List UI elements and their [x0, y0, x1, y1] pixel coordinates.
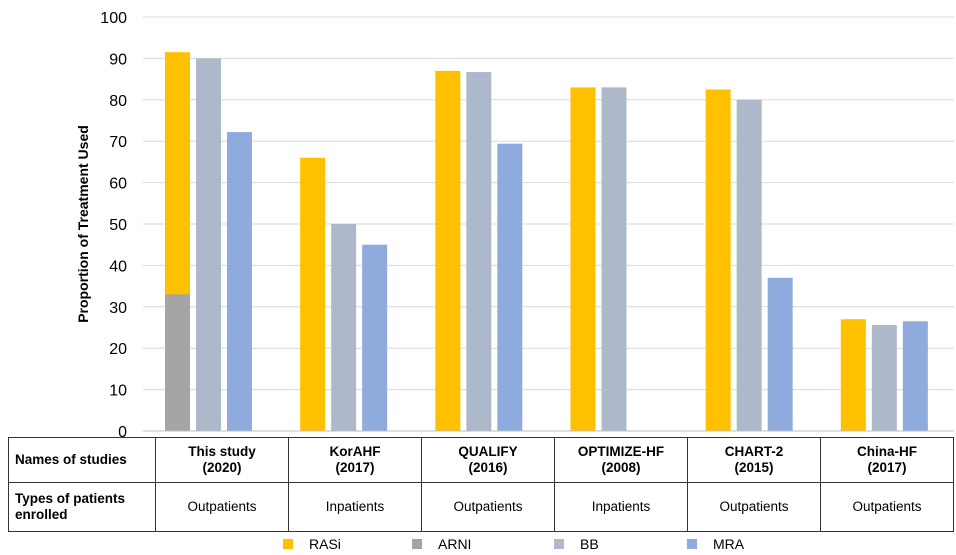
legend-swatch: [412, 539, 422, 549]
study-year: (2020): [202, 460, 242, 475]
study-name-cell: QUALIFY (2016): [421, 437, 555, 483]
y-tick-label: 30: [109, 300, 127, 317]
bar-arni: [165, 294, 190, 431]
patient-type-cell: Inpatients: [554, 482, 688, 532]
legend: RASi ARNI BB MRA: [0, 536, 956, 555]
y-tick-label: 40: [109, 258, 127, 275]
study-name: OPTIMIZE-HF: [577, 444, 665, 459]
row-header-types: Types of patients enrolled: [8, 482, 156, 532]
bar-bb: [466, 72, 492, 431]
study-name: China-HF: [857, 444, 917, 459]
y-axis-label: Proportion of Treatment Used: [75, 125, 91, 323]
legend-label: RASi: [309, 536, 341, 552]
y-tick-label: 20: [109, 341, 127, 358]
legend-swatch: [554, 539, 564, 549]
study-year: (2017): [867, 460, 907, 475]
gridlines: [143, 16, 954, 391]
bar-chart: 0 10 20 30 40 50 60 70 80 90 100 Proportion of Tre…: [75, 10, 954, 437]
y-tick-label: 90: [109, 51, 127, 68]
legend-swatch: [283, 539, 293, 549]
legend-item-mra: MRA: [687, 536, 744, 552]
patient-type-cell: Inpatients: [288, 482, 422, 532]
y-tick-label: 50: [109, 217, 127, 234]
patient-type-cell: Outpatients: [155, 482, 289, 532]
legend-item-rasi: RASi: [283, 536, 341, 552]
legend-label: MRA: [713, 536, 745, 552]
bar-rasi: [840, 319, 866, 431]
y-tick-label: 10: [109, 383, 127, 400]
bars: [165, 52, 928, 432]
legend-label: BB: [580, 536, 599, 552]
study-year: (2017): [335, 460, 375, 475]
bar-mra: [902, 321, 928, 431]
bar-rasi: [435, 70, 461, 431]
y-tick-label: 0: [118, 424, 127, 437]
y-tick-label: 100: [100, 10, 127, 27]
bar-bb: [736, 99, 762, 432]
bar-mra: [227, 132, 252, 432]
study-name-cell: China-HF (2017): [820, 437, 954, 483]
study-name: CHART-2: [724, 444, 784, 459]
study-year: (2016): [468, 460, 508, 475]
legend-item-arni: ARNI: [412, 536, 471, 552]
y-tick-label: 80: [109, 93, 127, 110]
patient-types-row: Types of patients enrolled Outpatients I…: [8, 482, 954, 532]
bar-rasi: [300, 157, 326, 431]
study-name-cell: OPTIMIZE-HF (2008): [554, 437, 688, 483]
bar-mra: [362, 244, 388, 431]
study-name: QUALIFY: [458, 444, 518, 459]
study-year: (2015): [734, 460, 774, 475]
bar-bb: [196, 58, 221, 432]
bar-mra: [497, 143, 523, 431]
study-names-row: Names of studies This study (2020) KorAHF…: [8, 437, 954, 483]
study-table: Names of studies This study (2020) KorAHF…: [8, 437, 954, 532]
patient-type-cell: Outpatients: [687, 482, 821, 532]
legend-swatch: [687, 539, 697, 549]
y-tick-label: 70: [109, 134, 127, 151]
patient-type-cell: Outpatients: [820, 482, 954, 532]
bar-rasi: [705, 89, 731, 431]
study-name-cell: KorAHF (2017): [288, 437, 422, 483]
legend-label: ARNI: [438, 536, 472, 552]
study-name: KorAHF: [329, 444, 381, 459]
study-year: (2008): [601, 460, 641, 475]
bar-rasi: [570, 87, 596, 431]
y-tick-label: 60: [109, 176, 127, 193]
bar-bb: [331, 224, 357, 431]
bar-bb: [601, 87, 627, 431]
bar-mra: [767, 277, 793, 431]
study-name-cell: This study (2020): [155, 437, 289, 483]
study-name-cell: CHART-2 (2015): [687, 437, 821, 483]
y-axis-tick-labels: 0 10 20 30 40 50 60 70 80 90 100: [100, 10, 127, 437]
bar-bb: [871, 325, 897, 431]
legend-item-bb: BB: [554, 536, 599, 552]
patient-type-cell: Outpatients: [421, 482, 555, 532]
study-name: This study: [188, 444, 256, 459]
row-header-names: Names of studies: [8, 437, 156, 483]
